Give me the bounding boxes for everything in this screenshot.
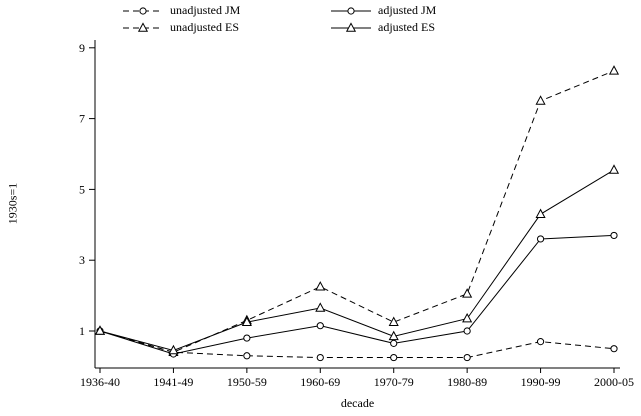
svg-text:1990-99: 1990-99: [521, 375, 561, 389]
svg-text:1: 1: [79, 324, 85, 338]
y-axis-title: 1930s=1: [5, 182, 20, 225]
legend-item-adjusted-jm: adjusted JM: [330, 3, 436, 18]
svg-text:1970-79: 1970-79: [374, 375, 414, 389]
legend-item-adjusted-es: adjusted ES: [330, 20, 436, 35]
svg-text:1980-89: 1980-89: [447, 375, 487, 389]
svg-text:3: 3: [79, 253, 85, 267]
svg-text:1941-49: 1941-49: [153, 375, 193, 389]
dashed-triangle-line-icon: [123, 21, 163, 32]
svg-text:1950-59: 1950-59: [227, 375, 267, 389]
legend-label: unadjusted JM: [170, 3, 241, 17]
solid-triangle-line-icon: [331, 21, 371, 32]
x-axis-title: decade: [340, 396, 375, 410]
svg-text:7: 7: [79, 112, 85, 126]
dashed-circle-line-icon: [123, 6, 163, 15]
solid-circle-line-icon: [331, 6, 371, 15]
legend-label: adjusted ES: [378, 20, 435, 34]
legend-item-unadjusted-es: unadjusted ES: [122, 20, 330, 35]
svg-text:1936-40: 1936-40: [80, 375, 120, 389]
legend-item-unadjusted-jm: unadjusted JM: [122, 3, 330, 18]
legend-label: adjusted JM: [378, 3, 437, 17]
svg-text:1960-69: 1960-69: [300, 375, 340, 389]
chart-legend: unadjusted JM unadjusted ES adjusted JM …: [122, 2, 436, 36]
legend-label: unadjusted ES: [170, 20, 239, 34]
svg-text:2000-05: 2000-05: [594, 375, 634, 389]
svg-text:5: 5: [79, 182, 85, 196]
svg-text:9: 9: [79, 41, 85, 55]
